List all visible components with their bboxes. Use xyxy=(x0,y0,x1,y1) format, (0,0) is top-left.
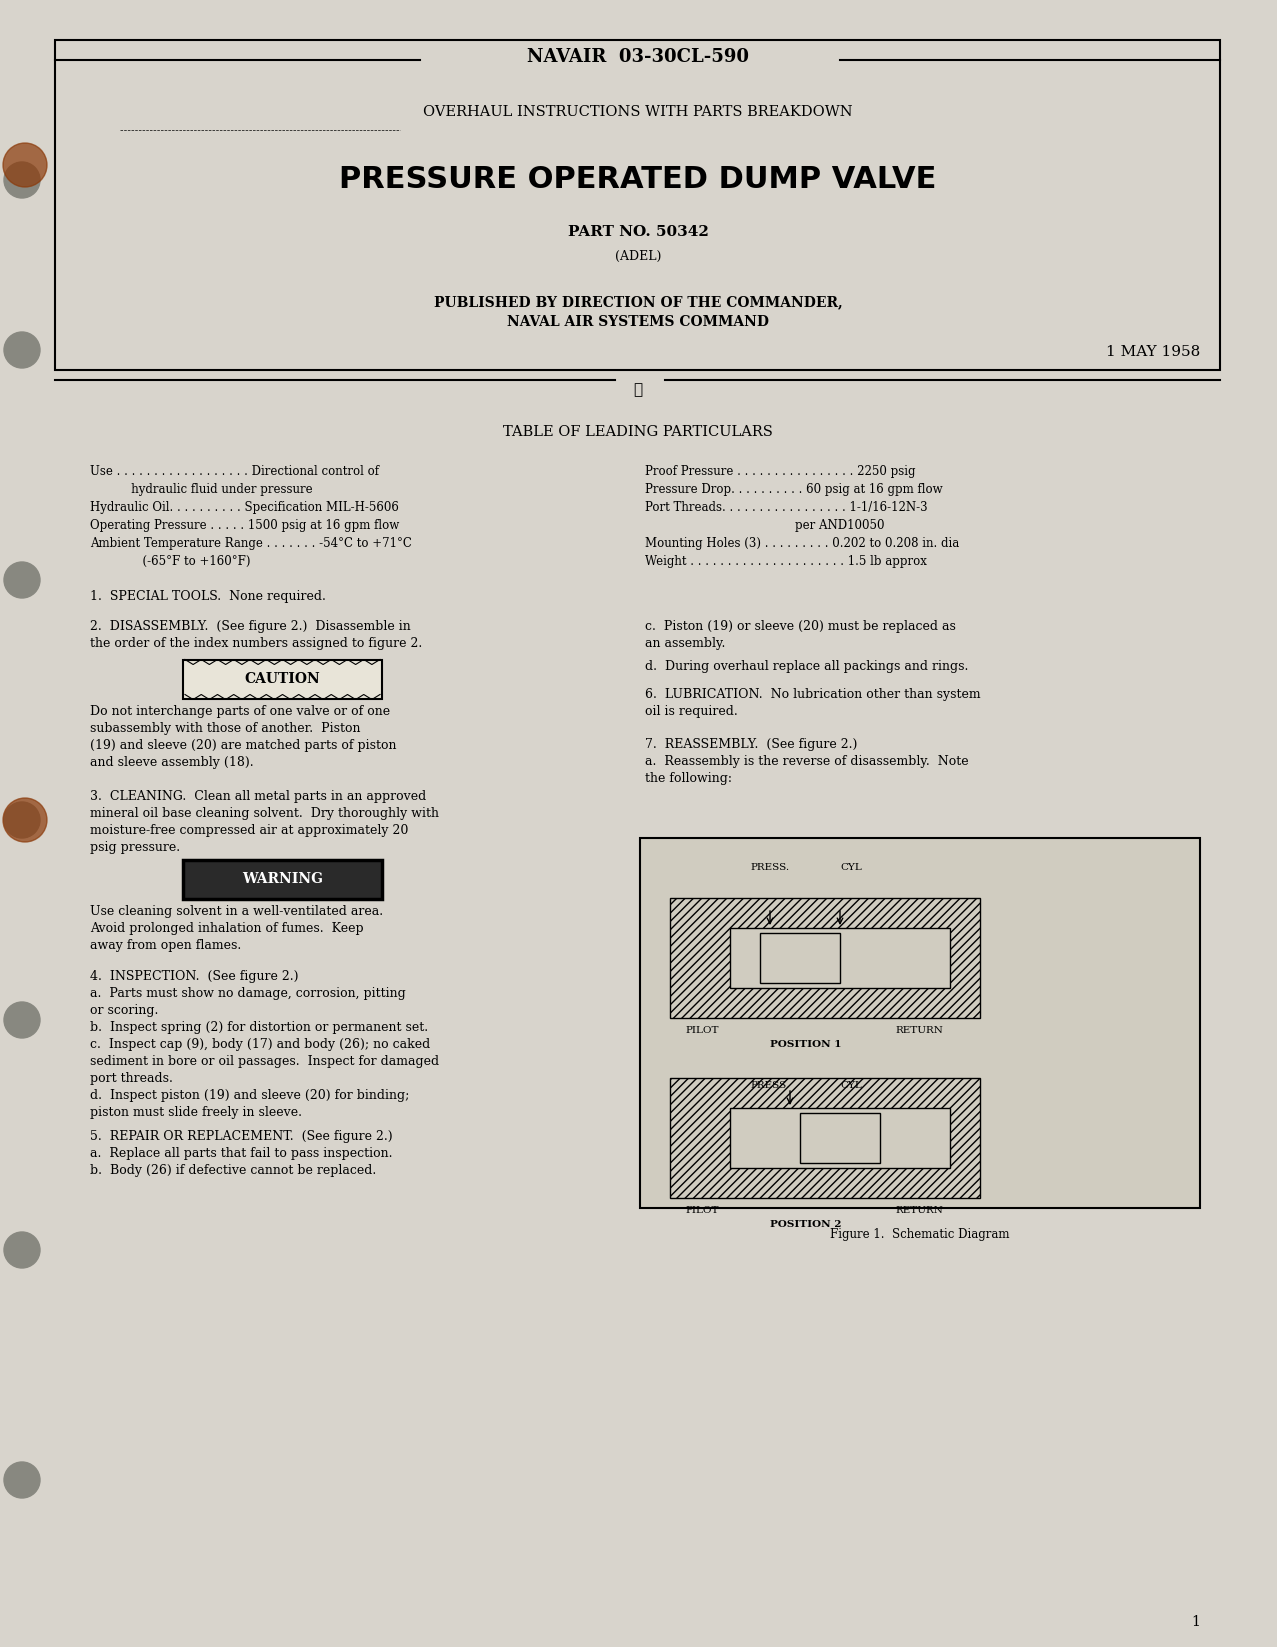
Text: port threads.: port threads. xyxy=(89,1072,172,1085)
Text: PILOT: PILOT xyxy=(684,1026,719,1034)
Text: Ambient Temperature Range . . . . . . . -54°C to +71°C: Ambient Temperature Range . . . . . . . … xyxy=(89,537,412,550)
Text: Hydraulic Oil. . . . . . . . . . Specification MIL-H-5606: Hydraulic Oil. . . . . . . . . . Specifi… xyxy=(89,501,398,514)
Text: and sleeve assembly (18).: and sleeve assembly (18). xyxy=(89,756,254,769)
Circle shape xyxy=(4,802,40,838)
Text: CYL: CYL xyxy=(840,1080,862,1090)
Text: NAVAL AIR SYSTEMS COMMAND: NAVAL AIR SYSTEMS COMMAND xyxy=(507,315,769,329)
Circle shape xyxy=(4,562,40,598)
FancyBboxPatch shape xyxy=(183,860,382,899)
Text: CAUTION: CAUTION xyxy=(245,672,321,687)
Circle shape xyxy=(4,333,40,367)
Text: the order of the index numbers assigned to figure 2.: the order of the index numbers assigned … xyxy=(89,637,423,651)
FancyBboxPatch shape xyxy=(45,26,1240,1617)
Text: sediment in bore or oil passages.  Inspect for damaged: sediment in bore or oil passages. Inspec… xyxy=(89,1056,439,1067)
Text: Mounting Holes (3) . . . . . . . . . 0.202 to 0.208 in. dia: Mounting Holes (3) . . . . . . . . . 0.2… xyxy=(645,537,959,550)
Text: or scoring.: or scoring. xyxy=(89,1005,158,1016)
Text: Weight . . . . . . . . . . . . . . . . . . . . . 1.5 lb approx: Weight . . . . . . . . . . . . . . . . .… xyxy=(645,555,927,568)
Text: moisture-free compressed air at approximately 20: moisture-free compressed air at approxim… xyxy=(89,824,409,837)
Text: Do not interchange parts of one valve or of one: Do not interchange parts of one valve or… xyxy=(89,705,391,718)
Text: 6.  LUBRICATION.  No lubrication other than system: 6. LUBRICATION. No lubrication other tha… xyxy=(645,688,981,702)
Text: a.  Reassembly is the reverse of disassembly.  Note: a. Reassembly is the reverse of disassem… xyxy=(645,754,969,768)
Text: psig pressure.: psig pressure. xyxy=(89,842,180,855)
Text: 5.  REPAIR OR REPLACEMENT.  (See figure 2.): 5. REPAIR OR REPLACEMENT. (See figure 2.… xyxy=(89,1130,392,1143)
Text: NAVAIR  03-30CL-590: NAVAIR 03-30CL-590 xyxy=(527,48,750,66)
Circle shape xyxy=(4,1232,40,1268)
Text: (19) and sleeve (20) are matched parts of piston: (19) and sleeve (20) are matched parts o… xyxy=(89,740,396,753)
Text: RETURN: RETURN xyxy=(895,1206,942,1215)
Circle shape xyxy=(3,143,47,188)
Text: 1: 1 xyxy=(1191,1616,1200,1629)
Text: POSITION 1: POSITION 1 xyxy=(770,1039,842,1049)
Bar xyxy=(730,927,950,988)
Text: Operating Pressure . . . . . 1500 psig at 16 gpm flow: Operating Pressure . . . . . 1500 psig a… xyxy=(89,519,400,532)
Bar xyxy=(640,838,1200,1207)
Circle shape xyxy=(4,161,40,198)
Bar xyxy=(670,1079,979,1197)
Text: Use cleaning solvent in a well-ventilated area.: Use cleaning solvent in a well-ventilate… xyxy=(89,904,383,917)
Text: Figure 1.  Schematic Diagram: Figure 1. Schematic Diagram xyxy=(830,1229,1010,1240)
Text: Proof Pressure . . . . . . . . . . . . . . . . 2250 psig: Proof Pressure . . . . . . . . . . . . .… xyxy=(645,464,916,478)
Text: c.  Piston (19) or sleeve (20) must be replaced as: c. Piston (19) or sleeve (20) must be re… xyxy=(645,619,956,632)
Text: POSITION 2: POSITION 2 xyxy=(770,1220,842,1229)
Text: RETURN: RETURN xyxy=(895,1026,942,1034)
FancyBboxPatch shape xyxy=(183,660,382,698)
Text: (-65°F to +160°F): (-65°F to +160°F) xyxy=(89,555,250,568)
Text: d.  Inspect piston (19) and sleeve (20) for binding;: d. Inspect piston (19) and sleeve (20) f… xyxy=(89,1089,410,1102)
Bar xyxy=(670,898,979,1018)
Text: PART NO. 50342: PART NO. 50342 xyxy=(567,226,709,239)
Text: a.  Parts must show no damage, corrosion, pitting: a. Parts must show no damage, corrosion,… xyxy=(89,987,406,1000)
Text: mineral oil base cleaning solvent.  Dry thoroughly with: mineral oil base cleaning solvent. Dry t… xyxy=(89,807,439,820)
Text: piston must slide freely in sleeve.: piston must slide freely in sleeve. xyxy=(89,1107,301,1118)
Text: b.  Body (26) if defective cannot be replaced.: b. Body (26) if defective cannot be repl… xyxy=(89,1164,377,1178)
Text: CYL: CYL xyxy=(840,863,862,871)
Text: TABLE OF LEADING PARTICULARS: TABLE OF LEADING PARTICULARS xyxy=(503,425,773,440)
Text: Avoid prolonged inhalation of fumes.  Keep: Avoid prolonged inhalation of fumes. Kee… xyxy=(89,922,364,935)
Text: subassembly with those of another.  Piston: subassembly with those of another. Pisto… xyxy=(89,721,360,735)
Bar xyxy=(730,1108,950,1168)
Text: away from open flames.: away from open flames. xyxy=(89,939,241,952)
Text: WARNING: WARNING xyxy=(243,871,323,886)
Text: 2.  DISASSEMBLY.  (See figure 2.)  Disassemble in: 2. DISASSEMBLY. (See figure 2.) Disassem… xyxy=(89,619,411,632)
Text: Use . . . . . . . . . . . . . . . . . . Directional control of: Use . . . . . . . . . . . . . . . . . . … xyxy=(89,464,379,478)
Bar xyxy=(799,1113,880,1163)
Text: (ADEL): (ADEL) xyxy=(614,250,661,264)
Circle shape xyxy=(4,1001,40,1038)
Bar xyxy=(55,40,1220,371)
Text: OVERHAUL INSTRUCTIONS WITH PARTS BREAKDOWN: OVERHAUL INSTRUCTIONS WITH PARTS BREAKDO… xyxy=(423,105,853,119)
Circle shape xyxy=(3,799,47,842)
Bar xyxy=(760,932,840,983)
Text: Port Threads. . . . . . . . . . . . . . . . . 1-1/16-12N-3: Port Threads. . . . . . . . . . . . . . … xyxy=(645,501,927,514)
Text: PRESS.: PRESS. xyxy=(750,863,789,871)
Text: c.  Inspect cap (9), body (17) and body (26); no caked: c. Inspect cap (9), body (17) and body (… xyxy=(89,1038,430,1051)
Text: an assembly.: an assembly. xyxy=(645,637,725,651)
Text: hydraulic fluid under pressure: hydraulic fluid under pressure xyxy=(89,483,313,496)
Text: PRESS.: PRESS. xyxy=(750,1080,789,1090)
Text: oil is required.: oil is required. xyxy=(645,705,738,718)
Text: per AND10050: per AND10050 xyxy=(645,519,885,532)
Text: 1.  SPECIAL TOOLS.  None required.: 1. SPECIAL TOOLS. None required. xyxy=(89,590,326,603)
Text: the following:: the following: xyxy=(645,772,732,786)
Text: d.  During overhaul replace all packings and rings.: d. During overhaul replace all packings … xyxy=(645,660,968,674)
Text: a.  Replace all parts that fail to pass inspection.: a. Replace all parts that fail to pass i… xyxy=(89,1146,392,1159)
Text: ★: ★ xyxy=(633,384,642,397)
Text: 1 MAY 1958: 1 MAY 1958 xyxy=(1106,344,1200,359)
Text: Pressure Drop. . . . . . . . . . 60 psig at 16 gpm flow: Pressure Drop. . . . . . . . . . 60 psig… xyxy=(645,483,942,496)
Text: PRESSURE OPERATED DUMP VALVE: PRESSURE OPERATED DUMP VALVE xyxy=(340,165,937,194)
Text: 7.  REASSEMBLY.  (See figure 2.): 7. REASSEMBLY. (See figure 2.) xyxy=(645,738,857,751)
Text: b.  Inspect spring (2) for distortion or permanent set.: b. Inspect spring (2) for distortion or … xyxy=(89,1021,428,1034)
Text: PILOT: PILOT xyxy=(684,1206,719,1215)
Text: 4.  INSPECTION.  (See figure 2.): 4. INSPECTION. (See figure 2.) xyxy=(89,970,299,983)
Text: 3.  CLEANING.  Clean all metal parts in an approved: 3. CLEANING. Clean all metal parts in an… xyxy=(89,791,427,804)
Circle shape xyxy=(4,1463,40,1499)
Text: PUBLISHED BY DIRECTION OF THE COMMANDER,: PUBLISHED BY DIRECTION OF THE COMMANDER, xyxy=(434,295,843,310)
